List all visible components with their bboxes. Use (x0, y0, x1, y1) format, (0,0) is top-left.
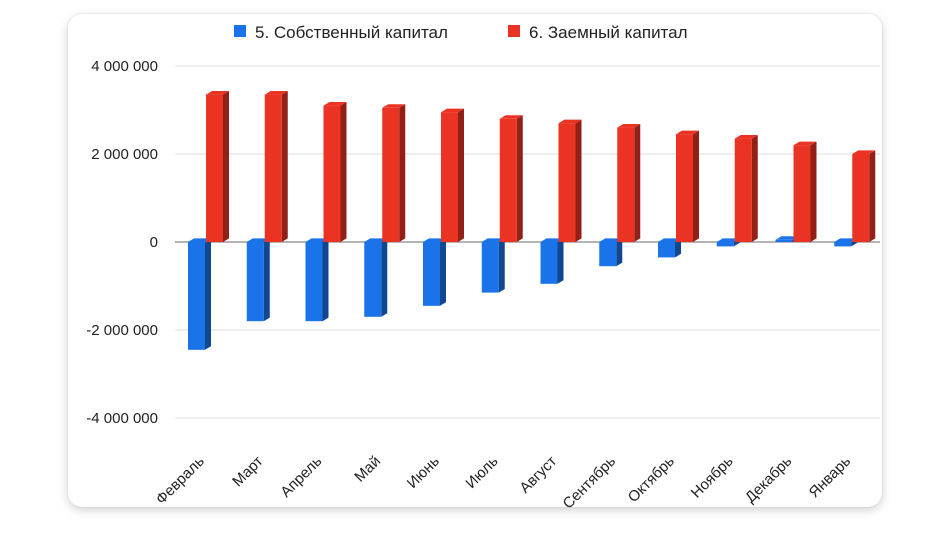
bar-borrowed-capital (499, 115, 523, 242)
x-tick-label: Апрель (277, 453, 325, 501)
bar-own-capital (423, 238, 446, 306)
bar-borrowed-capital (382, 104, 406, 242)
bar-borrowed-capital (441, 108, 464, 242)
x-tick-label: Март (229, 453, 266, 490)
bar-borrowed-capital (793, 141, 817, 242)
y-tick-label: -2 000 000 (86, 322, 158, 339)
y-axis-ticks: 4 000 000 2 000 000 0 -2 000 000 -4 000 000 (86, 58, 158, 427)
bar-own-capital (540, 238, 564, 284)
x-tick-label: Сентябрь (560, 453, 620, 513)
x-tick-label: Июль (462, 453, 501, 492)
legend-swatch-borrowed-capital (508, 25, 520, 37)
x-tick-label: Июнь (404, 453, 443, 492)
x-tick-label: Февраль (153, 453, 208, 508)
legend-label-borrowed-capital: 6. Заемный капитал (529, 23, 688, 42)
bar-own-capital (188, 238, 211, 350)
y-tick-label: 0 (150, 234, 158, 251)
x-tick-label: Октябрь (625, 453, 678, 506)
bar-own-capital (599, 238, 623, 267)
y-tick-label: 2 000 000 (91, 146, 158, 163)
x-tick-label: Январь (806, 453, 855, 502)
y-tick-label: 4 000 000 (91, 58, 158, 75)
bar-own-capital (658, 238, 681, 258)
bar-borrowed-capital (617, 124, 641, 242)
y-tick-label: -4 000 000 (86, 410, 158, 427)
bar-borrowed-capital (558, 119, 582, 242)
legend-swatch-own-capital (234, 25, 246, 37)
bar-borrowed-capital (323, 102, 347, 242)
x-tick-label: Декабрь (742, 453, 796, 507)
gridlines (175, 65, 880, 419)
x-tick-label: Ноябрь (688, 453, 737, 502)
x-tick-label: Август (516, 453, 560, 497)
bar-borrowed-capital (676, 130, 699, 242)
bar-own-capital (246, 238, 270, 322)
bar-borrowed-capital (852, 150, 876, 242)
bar-borrowed-capital (734, 135, 758, 242)
x-axis-ticks: Февраль Март Апрель Май Июнь Июль Август Сентяб… (153, 453, 855, 513)
bar-own-capital (481, 238, 505, 293)
bar-borrowed-capital (264, 91, 288, 242)
bar-own-capital (305, 238, 329, 322)
x-tick-label: Май (351, 453, 384, 486)
bar-own-capital (364, 238, 388, 317)
legend-label-own-capital: 5. Собственный капитал (255, 23, 448, 42)
bars (188, 91, 876, 350)
bar-borrowed-capital (206, 91, 229, 242)
legend: 5. Собственный капитал 6. Заемный капита… (234, 23, 688, 42)
